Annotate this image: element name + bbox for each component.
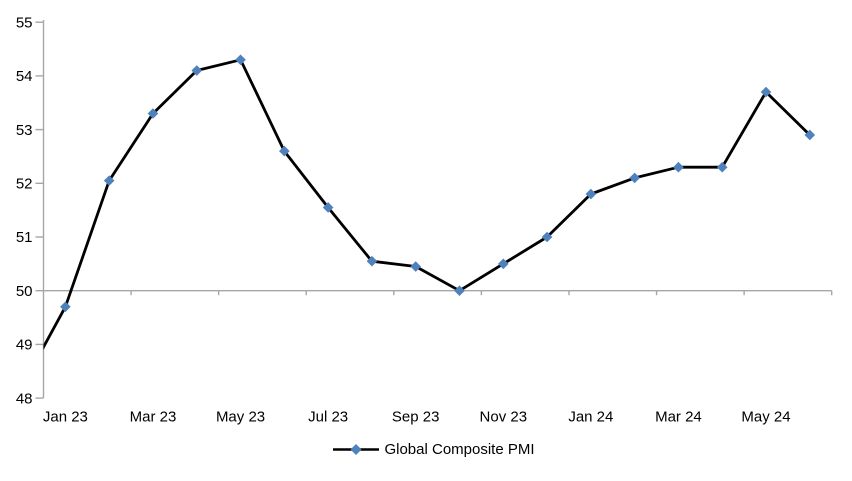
y-axis-tick-label: 49 [16, 337, 33, 354]
data-point-marker [585, 188, 597, 200]
data-point-marker [60, 301, 71, 313]
legend: Global Composite PMI [8, 441, 852, 458]
y-axis-tick-label: 54 [16, 68, 33, 85]
data-point-marker [454, 285, 465, 296]
x-axis-tick-label: Nov 23 [480, 409, 528, 426]
data-point-marker [760, 86, 772, 98]
data-point-marker [322, 202, 334, 213]
data-point-marker [279, 145, 290, 157]
data-point-marker [497, 258, 509, 270]
y-axis-tick-label: 50 [16, 283, 33, 300]
y-axis-tick-label: 52 [16, 176, 33, 193]
data-point-marker [541, 231, 553, 243]
series-global-composite-pmi [43, 54, 816, 351]
x-axis-tick-label: Jan 23 [43, 409, 88, 426]
data-point-marker [716, 161, 728, 173]
y-axis-tick-label: 48 [16, 390, 33, 407]
data-point-marker [366, 255, 378, 267]
data-point-marker [103, 175, 115, 186]
data-point-marker [629, 172, 640, 184]
x-axis-tick-label: May 23 [216, 409, 265, 426]
y-axis-tick-label: 55 [16, 14, 33, 31]
data-point-marker [804, 129, 816, 141]
x-axis-tick-label: Mar 24 [655, 409, 702, 426]
legend-key-icon [333, 444, 380, 455]
data-point-marker [410, 261, 422, 272]
legend-marker-sample [350, 444, 362, 455]
series-line [43, 58, 812, 351]
data-point-marker [191, 65, 203, 76]
data-point-marker [235, 54, 246, 66]
x-axis-tick-label: May 24 [741, 409, 790, 426]
x-axis-tick-label: Mar 23 [130, 409, 177, 426]
x-axis-tick-label: Sep 23 [392, 409, 440, 426]
legend-label: Global Composite PMI [384, 441, 535, 458]
x-axis-tick-label: Jul 23 [308, 409, 348, 426]
y-axis-tick-label: 53 [16, 122, 33, 139]
y-axis-tick-label: 51 [16, 229, 33, 246]
x-axis-tick-label: Jan 24 [568, 409, 613, 426]
data-point-marker [673, 161, 684, 173]
data-point-marker [147, 108, 159, 119]
